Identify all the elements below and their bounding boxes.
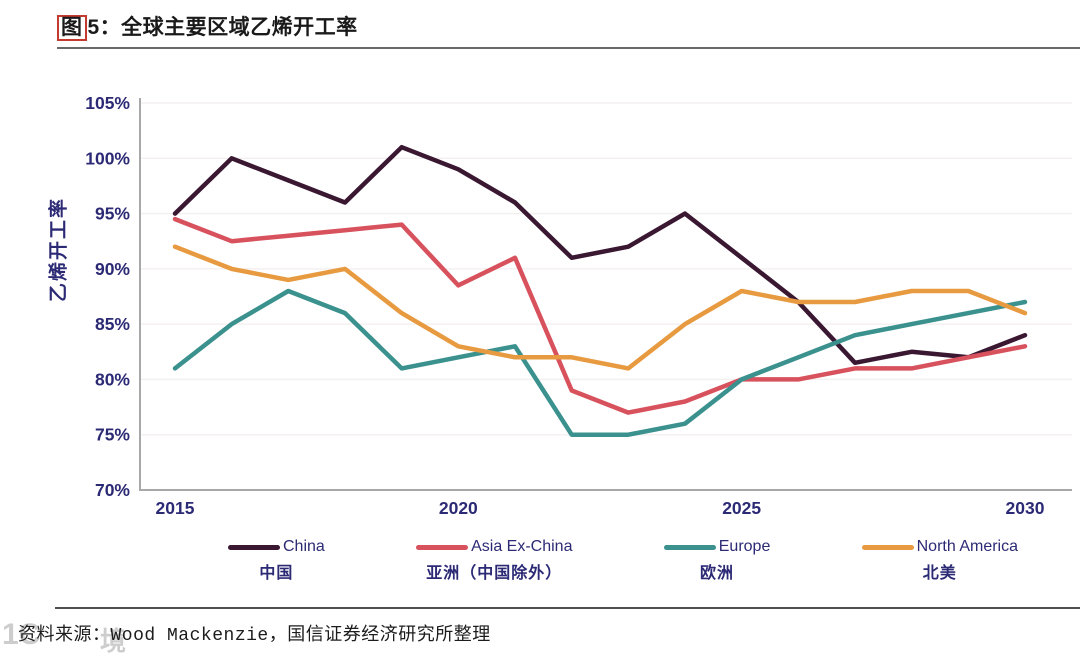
legend-label-en-europe: Europe xyxy=(718,538,771,555)
y-tick-80: 80% xyxy=(95,369,130,389)
y-tick-85: 85% xyxy=(95,314,130,334)
legend-swatch-north-america xyxy=(861,544,914,550)
x-tick-2015: 2015 xyxy=(156,498,195,518)
y-tick-90: 90% xyxy=(95,259,130,279)
figure-title-text: 5：全球主要区域乙烯开工率 xyxy=(87,16,358,39)
figure-title: 图 5：全球主要区域乙烯开工率 xyxy=(57,11,358,42)
legend-label-cn-china: 中国 xyxy=(259,565,294,582)
legend-label-en-china: China xyxy=(283,538,325,555)
x-tick-2030: 2030 xyxy=(1006,498,1045,518)
legend-item-asia-ex-china: Asia Ex-China 亚洲（中国除外） xyxy=(416,538,572,583)
legend-label-cn-asia-ex-china: 亚洲（中国除外） xyxy=(426,565,563,582)
series-line-europe xyxy=(172,288,1028,437)
legend-item-europe: Europe 欧洲 xyxy=(663,538,771,583)
x-tick-2025: 2025 xyxy=(722,498,761,518)
title-divider xyxy=(57,47,1080,49)
y-tick-105: 105% xyxy=(85,93,130,113)
legend-swatch-europe xyxy=(663,544,716,550)
series-line-asia-ex-china xyxy=(172,216,1028,415)
legend-label-cn-europe: 欧洲 xyxy=(700,565,735,582)
source-divider xyxy=(55,607,1080,609)
legend-item-north-america: North America 北美 xyxy=(861,538,1018,583)
legend-label-cn-north-america: 北美 xyxy=(922,565,957,582)
x-tick-2020: 2020 xyxy=(439,498,478,518)
y-tick-95: 95% xyxy=(95,204,130,224)
source-text: 资料来源：Wood Mackenzie，国信证券经济研究所整理 xyxy=(18,626,491,646)
series-line-china xyxy=(172,144,1028,366)
legend-item-china: China 中国 xyxy=(228,538,325,583)
y-tick-70: 70% xyxy=(95,480,130,500)
axis-lines xyxy=(139,98,1072,491)
series-line-north-america xyxy=(172,244,1028,371)
figure-number-box: 图 xyxy=(57,15,87,42)
y-tick-75: 75% xyxy=(95,425,130,445)
legend-label-en-asia-ex-china: Asia Ex-China xyxy=(471,538,573,555)
y-tick-100: 100% xyxy=(85,148,130,168)
y-axis-title: 乙烯开工率 xyxy=(48,197,70,303)
legend-swatch-asia-ex-china xyxy=(416,544,469,550)
chart-legend: China 中国 Asia Ex-China 亚洲（中国除外） Europe 欧洲 Nort… xyxy=(228,538,1018,583)
legend-label-en-north-america: North America xyxy=(916,538,1018,555)
legend-swatch-china xyxy=(228,544,280,550)
